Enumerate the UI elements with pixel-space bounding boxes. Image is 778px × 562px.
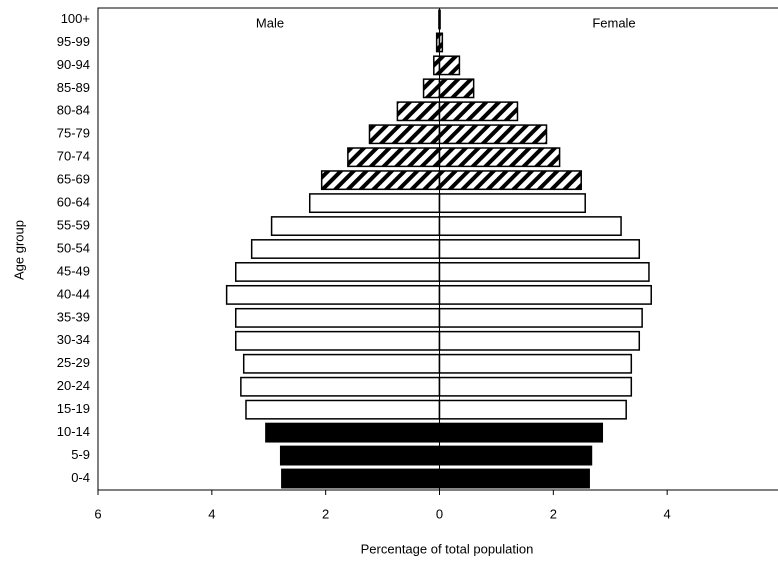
y-tick-label: 20-24: [57, 378, 90, 393]
bar: [347, 147, 441, 168]
bar: [320, 170, 441, 191]
y-axis-label: Age group: [11, 220, 26, 280]
y-tick-label: 45-49: [57, 263, 90, 278]
bar: [438, 216, 622, 236]
annotation: Male: [256, 15, 284, 30]
y-tick-label: 35-39: [57, 309, 90, 324]
bar: [438, 78, 475, 99]
x-tick-label: 2: [550, 506, 557, 521]
bar: [438, 330, 641, 351]
x-tick-label: 4: [664, 506, 671, 521]
bar: [438, 124, 548, 145]
bar: [396, 101, 441, 122]
annotation: Female: [592, 15, 635, 30]
bar: [368, 124, 441, 145]
x-tick-label: 2: [322, 506, 329, 521]
x-tick-label: 6: [94, 506, 101, 521]
bar: [438, 147, 561, 168]
y-tick-label: 80-84: [57, 103, 90, 118]
bar: [422, 78, 441, 99]
bar: [438, 422, 604, 443]
bar: [234, 330, 441, 351]
x-axis-label: Percentage of total population: [361, 541, 534, 556]
bar: [438, 307, 643, 328]
bar: [242, 353, 441, 374]
bar: [438, 445, 593, 466]
y-tick-label: 40-44: [57, 286, 90, 301]
y-tick-label: 65-69: [57, 172, 90, 187]
y-tick-label: 55-59: [57, 217, 90, 232]
bar: [438, 55, 461, 76]
bar: [265, 422, 441, 443]
y-tick-label: 30-34: [57, 332, 90, 347]
bar: [438, 239, 641, 259]
bar: [438, 170, 582, 191]
bar: [438, 376, 633, 397]
y-tick-label: 50-54: [57, 240, 90, 255]
bar: [438, 353, 633, 374]
bar: [225, 284, 441, 305]
bar: [240, 376, 441, 397]
bar: [433, 55, 441, 76]
y-tick-label: 95-99: [57, 34, 90, 49]
y-tick-label: 75-79: [57, 126, 90, 141]
x-tick-label: 4: [208, 506, 215, 521]
y-tick-label: 5-9: [71, 447, 90, 462]
bar: [438, 262, 650, 282]
y-tick-label: 85-89: [57, 80, 90, 95]
bar: [438, 468, 590, 489]
bar: [438, 399, 627, 420]
bar: [250, 239, 441, 259]
y-tick-label: 25-29: [57, 355, 90, 370]
bar: [234, 262, 441, 282]
bar: [438, 284, 652, 305]
plot-frame: [97, 7, 778, 491]
y-tick-label: 10-14: [57, 424, 90, 439]
bar: [270, 216, 441, 236]
x-tick-label: 0: [436, 506, 443, 521]
y-tick-label: 100+: [61, 11, 90, 26]
y-tick-label: 15-19: [57, 401, 90, 416]
y-tick-label: 60-64: [57, 195, 90, 210]
bar: [438, 193, 586, 214]
bar: [279, 445, 441, 466]
bar: [438, 101, 519, 122]
bar: [234, 307, 441, 328]
y-tick-label: 70-74: [57, 149, 90, 164]
bar: [308, 193, 441, 214]
y-tick-label: 0-4: [71, 470, 90, 485]
bar: [281, 468, 441, 489]
bar: [245, 399, 441, 420]
y-tick-label: 90-94: [57, 57, 90, 72]
